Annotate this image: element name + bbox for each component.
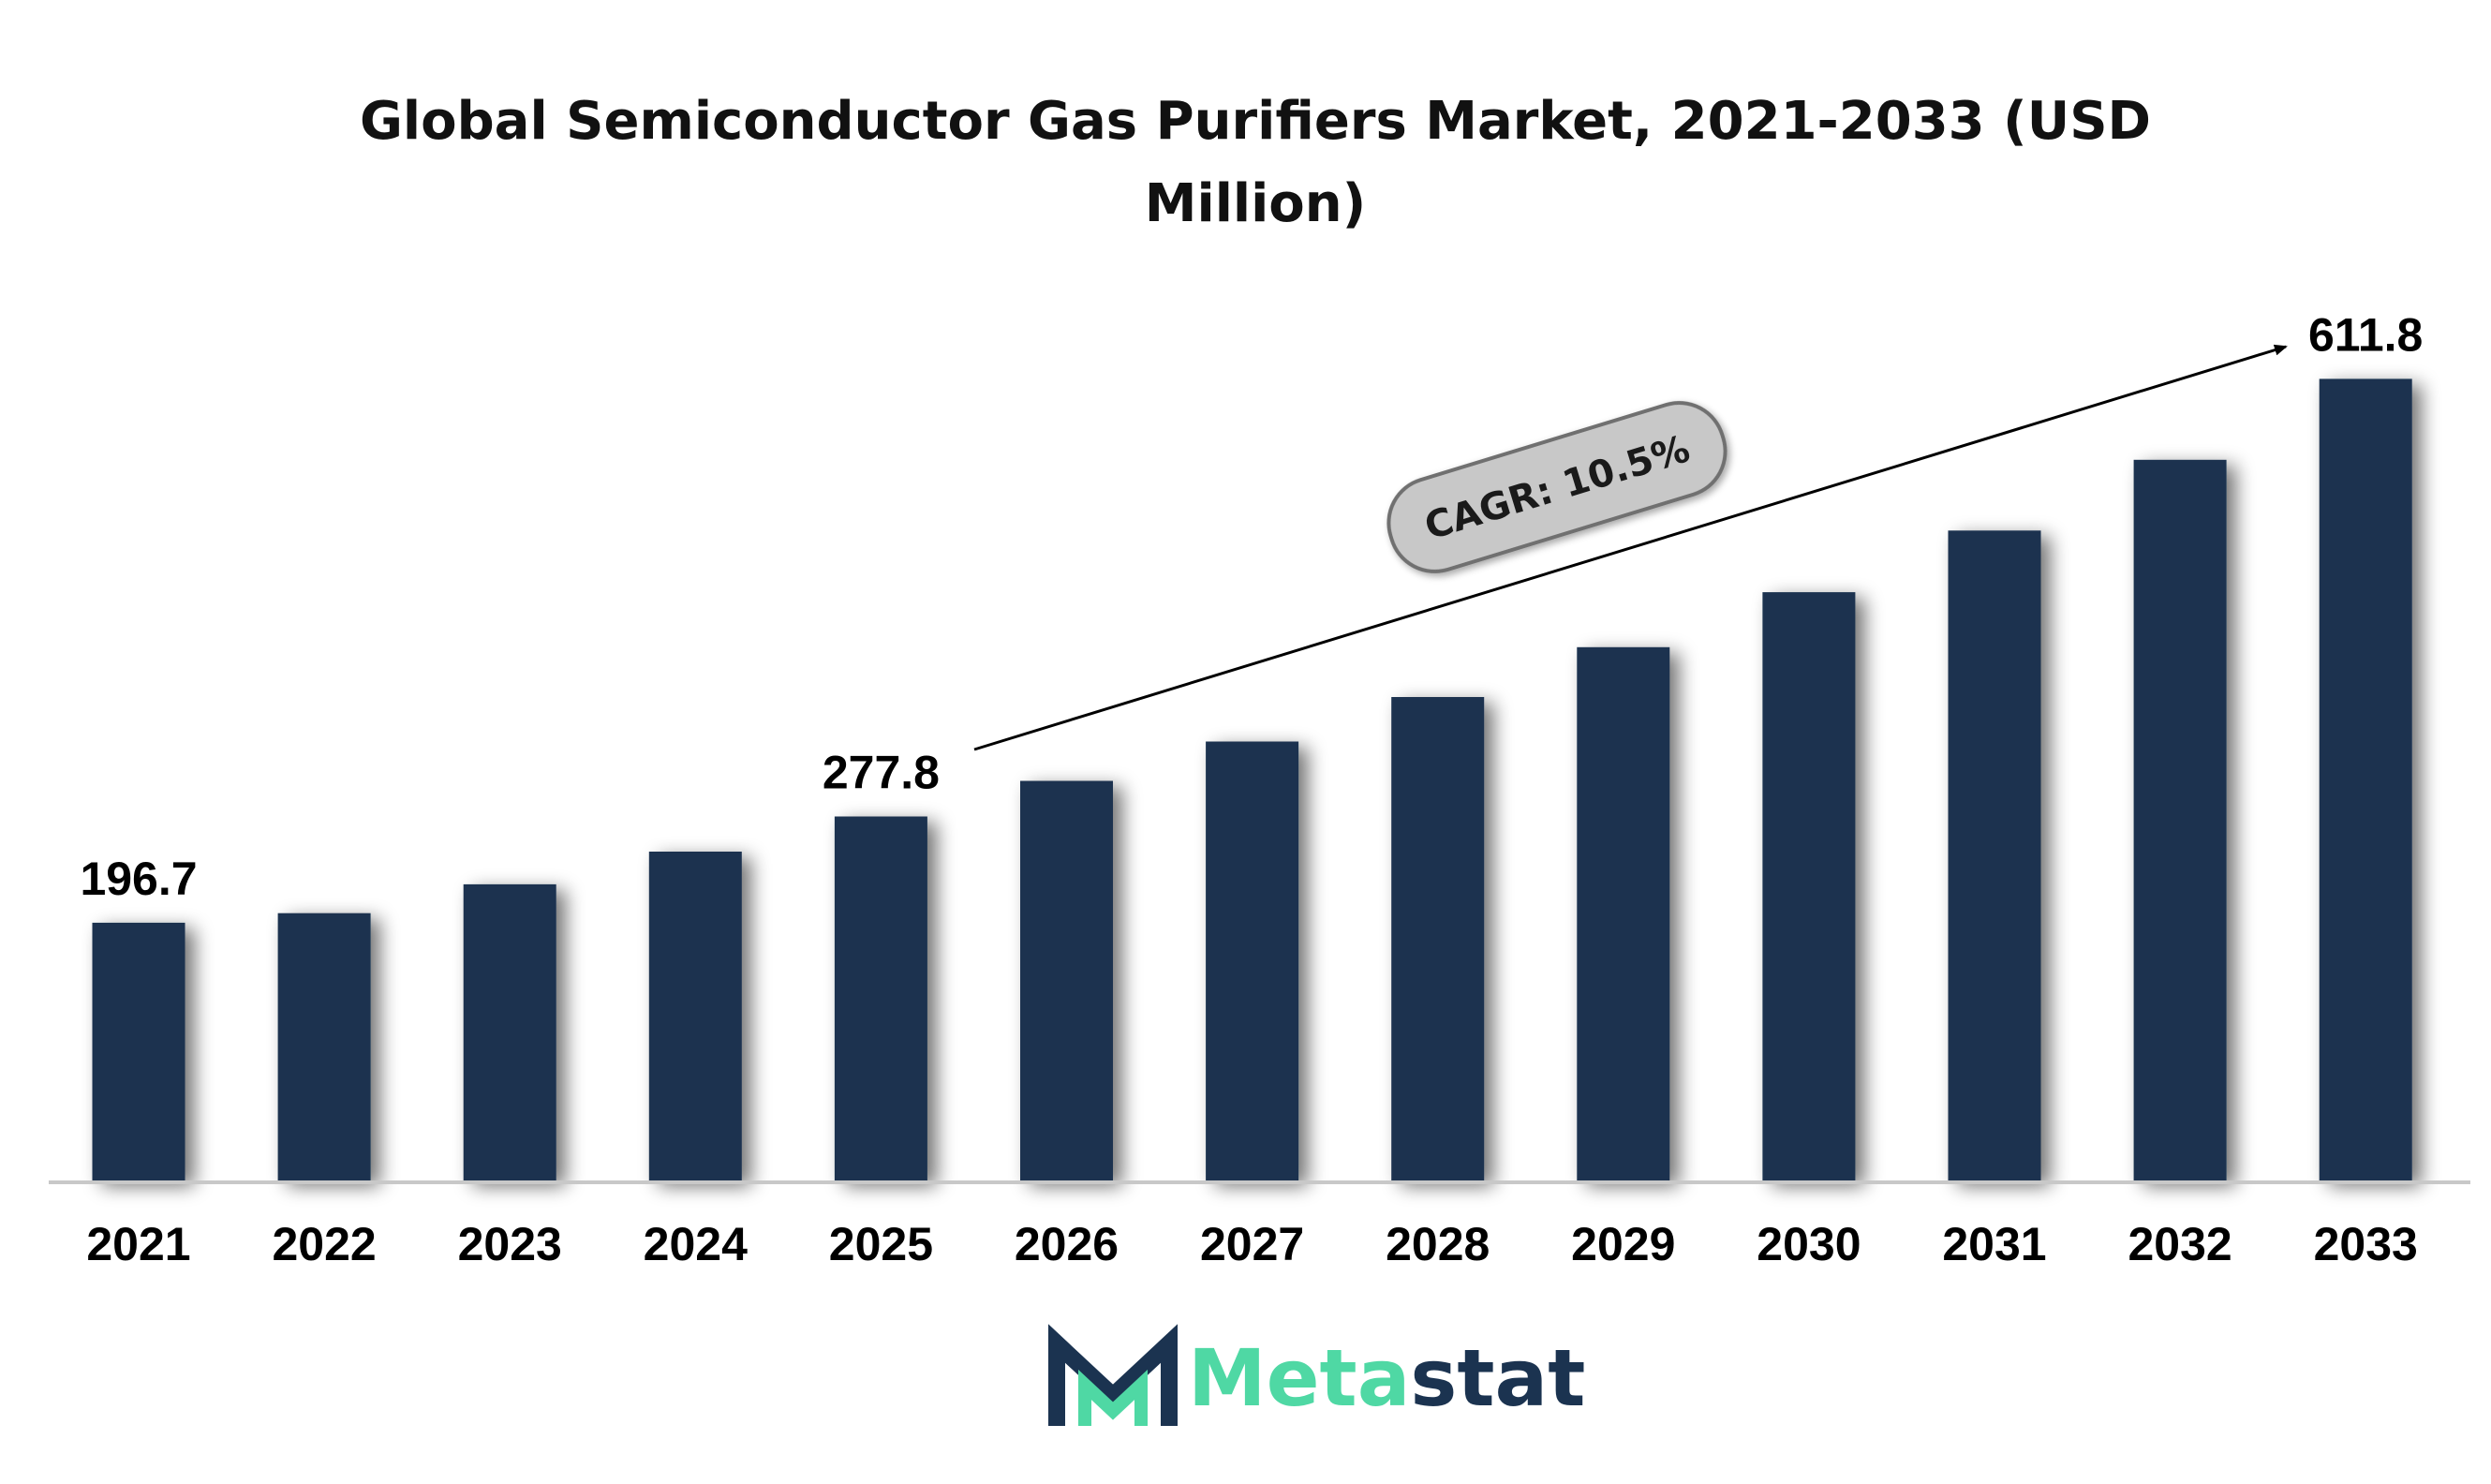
- x-tick-label-2028: 2028: [1386, 1218, 1490, 1270]
- x-tick-label-2024: 2024: [644, 1218, 748, 1270]
- data-label-2021: 196.7: [80, 853, 197, 905]
- x-tick-label-2030: 2030: [1757, 1218, 1861, 1270]
- x-tick-label-2023: 2023: [458, 1218, 562, 1270]
- bars-layer: [92, 378, 2412, 1180]
- bar-2024: [648, 852, 742, 1180]
- x-tick-label-2031: 2031: [1942, 1218, 2046, 1270]
- bar-2021: [92, 922, 185, 1180]
- bar-2033: [2319, 378, 2412, 1180]
- logo-wordmark-stat: stat: [1410, 1332, 1585, 1424]
- data-label-2025: 277.8: [823, 747, 940, 799]
- data-label-2033: 611.8: [2308, 308, 2423, 361]
- bar-2026: [1020, 780, 1113, 1180]
- x-tick-label-2027: 2027: [1200, 1218, 1304, 1270]
- bar-2030: [1762, 592, 1856, 1180]
- x-tick-label-2026: 2026: [1015, 1218, 1119, 1270]
- cagr-arrow: [973, 344, 2288, 751]
- bar-2027: [1206, 741, 1299, 1180]
- x-tick-label-2033: 2033: [2314, 1218, 2418, 1270]
- x-tick-label-2029: 2029: [1571, 1218, 1675, 1270]
- bar-2022: [277, 913, 371, 1180]
- bar-2028: [1391, 697, 1485, 1180]
- x-tick-label-2025: 2025: [829, 1218, 933, 1270]
- cagr-badge-background: [1386, 401, 1727, 573]
- metastat-logo: Metastat: [1048, 1324, 1585, 1426]
- x-tick-label-2022: 2022: [272, 1218, 376, 1270]
- cagr-badge: CAGR: 10.5%: [1386, 401, 1727, 573]
- bar-2023: [463, 883, 556, 1180]
- chart-title-line-2: Million): [1145, 173, 1366, 234]
- bar-2025: [834, 816, 927, 1180]
- bar-2032: [2133, 459, 2227, 1180]
- x-tick-label-2021: 2021: [86, 1218, 190, 1270]
- logo-wordmark-meta: Meta: [1188, 1332, 1410, 1424]
- bar-2029: [1577, 646, 1670, 1180]
- bar-2031: [1948, 530, 2041, 1180]
- chart-title-line-1: Global Semiconductor Gas Purifiers Marke…: [360, 91, 2151, 152]
- logo-mark-icon: [1048, 1324, 1178, 1426]
- data-labels: 196.7 277.8 611.8: [80, 308, 2423, 905]
- x-tick-label-2032: 2032: [2128, 1218, 2232, 1270]
- x-tick-labels: 2021 2022 2023 2024 2025 2026 2027 2028 2029 2030…: [86, 1218, 2417, 1270]
- logo-wordmark: Metastat: [1188, 1332, 1585, 1424]
